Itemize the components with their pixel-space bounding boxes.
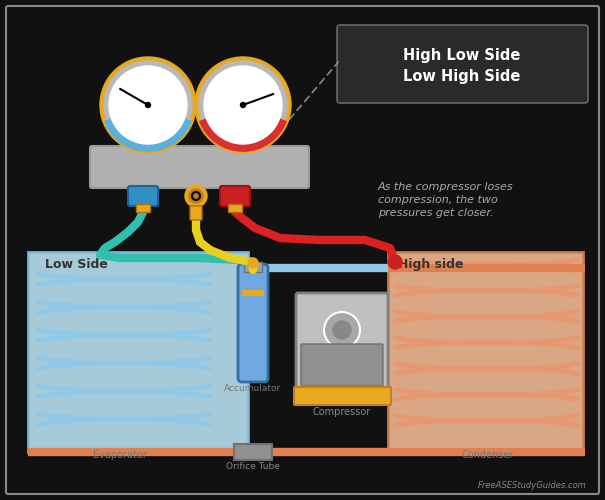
Circle shape (388, 255, 402, 269)
Text: Accumulator: Accumulator (224, 384, 281, 393)
Circle shape (199, 61, 287, 149)
FancyBboxPatch shape (337, 25, 588, 103)
Bar (136, 204, 150, 212)
Circle shape (189, 189, 203, 203)
Circle shape (104, 61, 192, 149)
FancyBboxPatch shape (6, 6, 599, 494)
Circle shape (145, 102, 151, 108)
FancyBboxPatch shape (220, 186, 250, 206)
FancyBboxPatch shape (296, 293, 388, 397)
Text: Low Side: Low Side (45, 258, 108, 271)
FancyBboxPatch shape (190, 206, 202, 220)
Bar (388, 252, 583, 452)
Text: Compressor: Compressor (313, 407, 371, 417)
Bar (234, 444, 272, 460)
Circle shape (100, 57, 196, 153)
Circle shape (248, 258, 258, 268)
FancyBboxPatch shape (238, 264, 268, 382)
Text: High Low Side
Low High Side: High Low Side Low High Side (404, 48, 521, 84)
Circle shape (109, 66, 187, 144)
Text: Condenser: Condenser (462, 450, 514, 460)
Circle shape (333, 321, 351, 339)
Text: As the compressor loses
compression, the two
pressures get closer.: As the compressor loses compression, the… (378, 182, 514, 218)
Circle shape (324, 312, 360, 348)
FancyBboxPatch shape (294, 387, 391, 405)
FancyBboxPatch shape (301, 344, 383, 386)
FancyBboxPatch shape (90, 146, 309, 188)
Text: Orifice Tube: Orifice Tube (226, 462, 280, 471)
Circle shape (195, 57, 291, 153)
Circle shape (204, 66, 282, 144)
Bar (28, 252, 248, 452)
Bar (228, 204, 242, 212)
FancyBboxPatch shape (128, 186, 158, 206)
Bar (244, 262, 262, 272)
Text: Evaporator: Evaporator (93, 450, 147, 460)
Circle shape (241, 102, 246, 108)
Text: FreeASEStudyGuides.com: FreeASEStudyGuides.com (478, 481, 587, 490)
Text: High side: High side (398, 258, 463, 271)
Circle shape (185, 185, 207, 207)
Bar (242, 290, 264, 296)
